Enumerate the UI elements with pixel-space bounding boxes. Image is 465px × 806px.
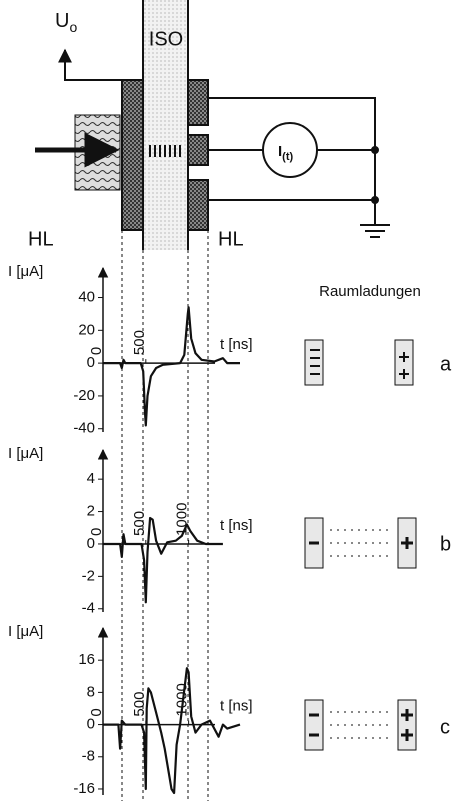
case-label: c (440, 716, 450, 738)
current-trace (103, 518, 223, 602)
x-tick-label: 500 (131, 330, 148, 355)
apparatus (35, 0, 390, 250)
y-tick-label: -2 (82, 567, 95, 584)
y-tick-label: -4 (82, 600, 95, 617)
y-tick-label: -20 (73, 387, 95, 404)
x-tick-label: 0 (88, 528, 105, 536)
x-tick-label: 500 (131, 692, 148, 717)
u-main: U (55, 10, 69, 32)
current-trace (103, 307, 240, 425)
y-tick-label: 2 (87, 503, 95, 520)
y-axis-title: I [μA] (8, 623, 43, 640)
x-tick-label: 500 (131, 511, 148, 536)
x-axis-title: t [ns] (220, 336, 253, 353)
hl-left: HL (28, 228, 54, 250)
x-axis-title: t [ns] (220, 517, 253, 534)
u-sub: o (69, 19, 77, 35)
charge-icons (305, 340, 416, 750)
x-axis-title: t [ns] (220, 698, 253, 715)
y-tick-label: -40 (73, 420, 95, 437)
case-label: b (440, 533, 451, 555)
y-tick-label: 0 (87, 716, 95, 733)
current-trace (103, 668, 240, 793)
y-tick-label: 8 (87, 683, 95, 700)
y-tick-label: 4 (87, 470, 95, 487)
y-tick-label: 0 (87, 535, 95, 552)
y-tick-label: 16 (78, 651, 95, 668)
i-sub: (t) (282, 151, 293, 163)
y-tick-label: 20 (78, 321, 95, 338)
hl-right: HL (218, 228, 244, 250)
y-axis-title: I [μA] (8, 263, 43, 280)
y-tick-label: -16 (73, 780, 95, 797)
side-title: Raumladungen (319, 283, 421, 300)
voltage-label: Uo (55, 10, 77, 34)
x-tick-label: 0 (88, 347, 105, 355)
y-axis-title: I [μA] (8, 445, 43, 462)
y-tick-label: -8 (82, 748, 95, 765)
x-tick-label: 1000 (174, 503, 191, 536)
case-label: a (440, 353, 452, 375)
y-tick-label: 0 (87, 354, 95, 371)
y-tick-label: 40 (78, 288, 95, 305)
x-tick-label: 0 (88, 708, 105, 716)
iso-label: ISO (149, 28, 183, 50)
figure: Uo ISO HL HL I(t) Raumladungen a b c I [… (0, 0, 465, 801)
